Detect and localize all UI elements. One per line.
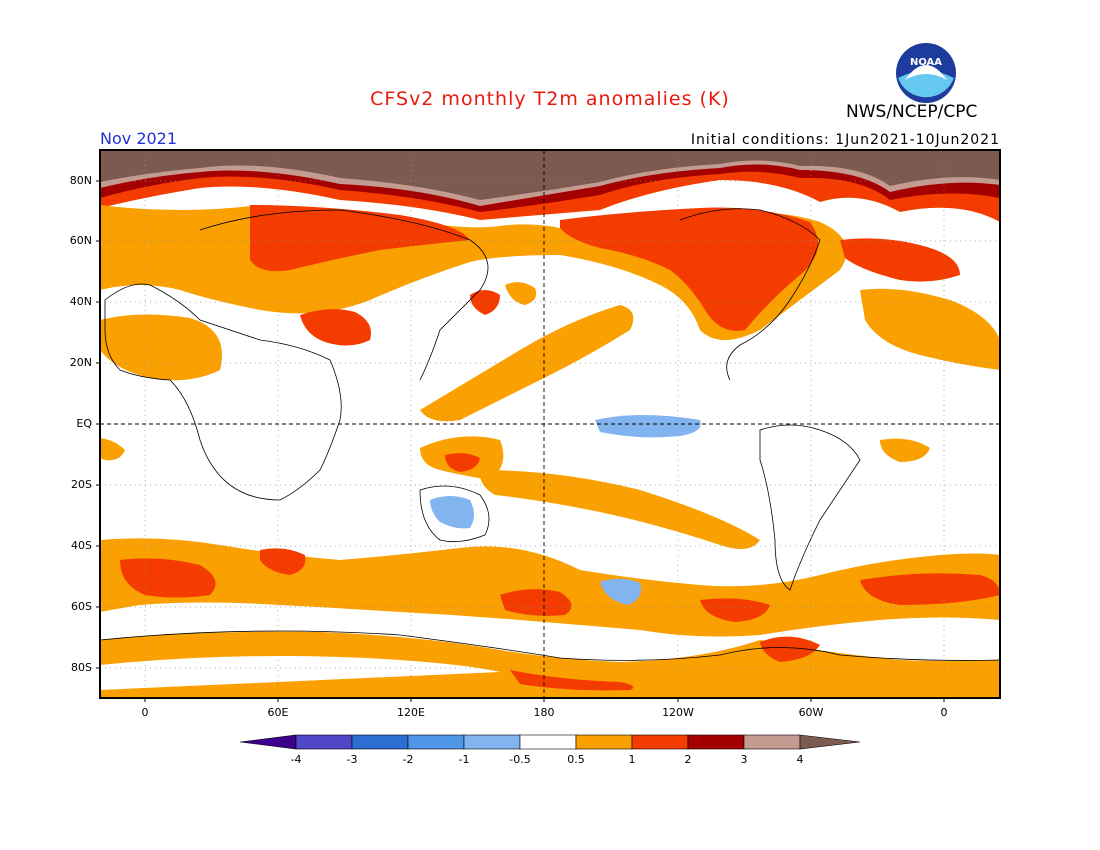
colorbar-label: -3 <box>346 753 358 766</box>
noaa-logo-text: NOAA <box>910 57 942 68</box>
coastlines <box>100 208 1000 661</box>
colorbar-label: -0.5 <box>509 753 531 766</box>
japan-red <box>470 290 500 315</box>
forecast-month: Nov 2021 <box>100 129 178 148</box>
y-tick-label: 20N <box>69 356 92 369</box>
north-pacific-orange <box>420 305 634 422</box>
pacific-blob-orange <box>505 282 537 305</box>
south-atlantic-red <box>120 558 216 598</box>
y-tick-label: 60S <box>71 600 92 613</box>
y-tick-label: 60N <box>69 234 92 247</box>
reference-lines <box>100 150 1000 698</box>
colorbar-label: 2 <box>684 753 692 766</box>
colorbar-label: -2 <box>402 753 414 766</box>
south-pacific-orange-band <box>479 470 760 549</box>
coast-north-america <box>679 208 821 381</box>
tibet-red <box>300 309 371 346</box>
colorbar-label: 3 <box>740 753 748 766</box>
southern-ocean-orange-belt <box>100 538 1000 637</box>
colorbar-label: -4 <box>290 753 302 766</box>
north-america-red <box>560 207 818 331</box>
antarctica-neutral-west <box>100 656 500 690</box>
x-tick-label: 60W <box>798 706 824 719</box>
colorbar-label: -1 <box>458 753 470 766</box>
x-tick-label: 180 <box>533 706 555 719</box>
x-tick-label: 60E <box>267 706 289 719</box>
coast-south-america <box>759 424 861 591</box>
noaa-logo-gull <box>905 65 947 80</box>
map-title: CFSv2 monthly T2m anomalies (K) <box>370 88 730 110</box>
y-tick-label: 80S <box>71 661 92 674</box>
x-tick-label: 120E <box>397 706 425 719</box>
colorbar-label: 4 <box>796 753 804 766</box>
colorbar-label: 1 <box>628 753 636 766</box>
noaa-logo-wave <box>898 71 954 98</box>
y-tick-label: 20S <box>71 478 92 491</box>
agency-label: NWS/NCEP/CPC <box>846 102 978 122</box>
south-pacific-red <box>700 598 770 622</box>
graticule <box>100 150 1000 698</box>
y-tick-label: 40N <box>69 295 92 308</box>
east-atlantic-eq-orange <box>100 438 125 461</box>
tasman-south-red <box>500 589 572 616</box>
south-indian-red <box>260 548 306 575</box>
north-africa-orange <box>100 314 222 381</box>
y-tick-label: 80N <box>69 174 92 187</box>
initial-conditions: Initial conditions: 1Jun2021-10Jun2021 <box>690 132 1000 148</box>
x-tick-label: 0 <box>141 706 149 719</box>
atlantic-orange <box>860 288 1000 370</box>
map-field <box>100 150 1000 698</box>
brazil-coast-orange <box>880 438 930 462</box>
x-tick-label: 120W <box>662 706 694 719</box>
coast-asia <box>199 209 489 381</box>
x-tick-label: 0 <box>940 706 948 719</box>
north-atlantic-red <box>840 238 960 282</box>
arctic-brown-cap <box>100 150 1000 200</box>
south-atlantic-east-red <box>860 573 1000 605</box>
equatorial-pacific-blue <box>595 415 701 438</box>
ross-sea-red <box>510 670 634 691</box>
southern-pacific-blue <box>600 578 642 605</box>
new-guinea-red <box>445 453 480 472</box>
noaa-logo: NOAA <box>896 43 956 103</box>
coast-antarctica <box>100 630 1000 661</box>
antarctic-peninsula-red <box>760 636 820 662</box>
colorbar-label: 0.5 <box>567 753 585 766</box>
coast-australia <box>419 485 490 543</box>
australia-blue <box>430 496 474 529</box>
y-tick-label: EQ <box>76 417 92 430</box>
coast-africa-eurasia <box>104 283 342 501</box>
axis-ticks <box>96 180 945 702</box>
siberia-red <box>250 205 470 272</box>
y-tick-label: 40S <box>71 539 92 552</box>
